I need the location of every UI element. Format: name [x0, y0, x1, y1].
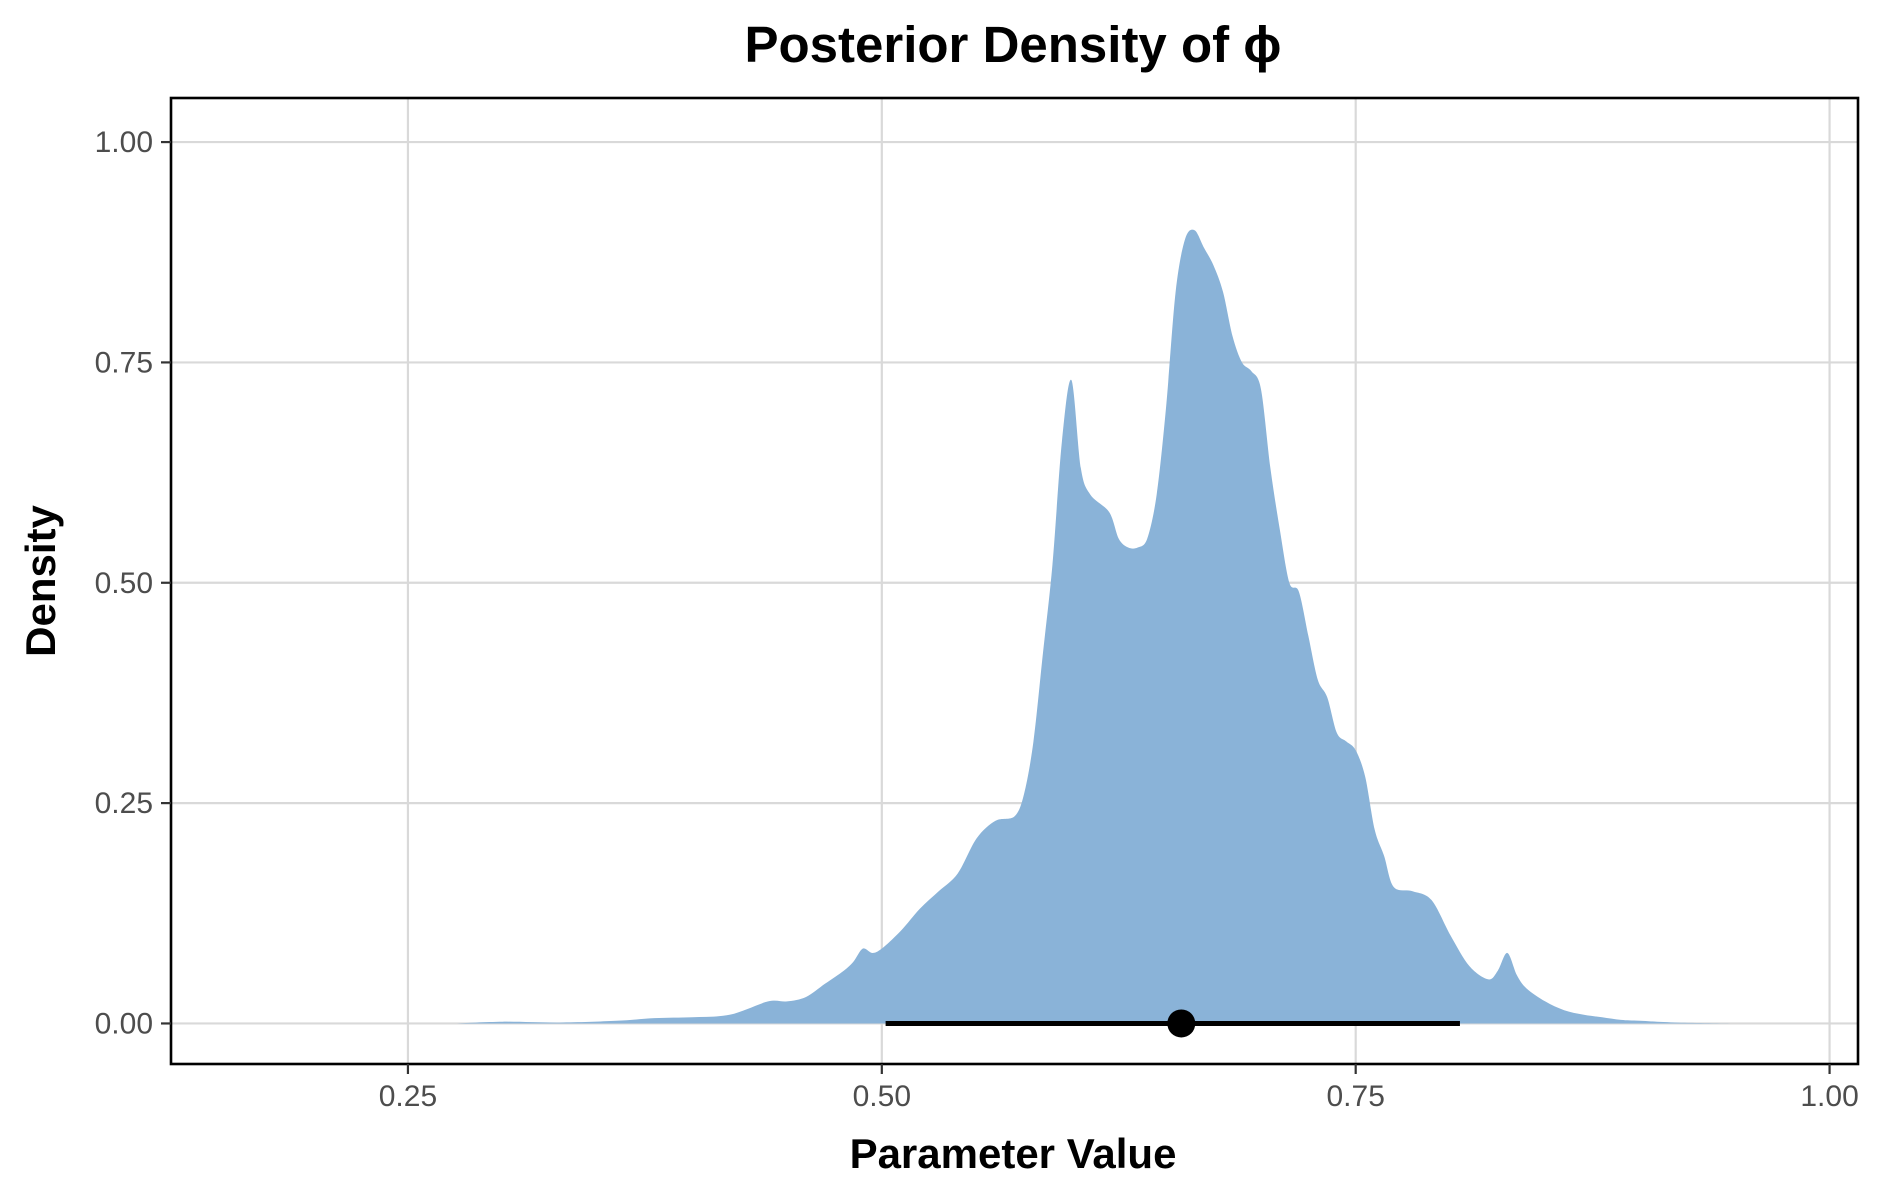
density-area-layer [455, 229, 1735, 1024]
panel-border [169, 96, 1860, 1066]
y-tick-label: 1.00 [95, 126, 153, 159]
density-area [455, 229, 1735, 1024]
point-estimate-dot [1167, 1009, 1196, 1038]
x-tick-label: 0.25 [379, 1080, 437, 1113]
x-tick-label: 0.75 [1326, 1080, 1384, 1113]
y-axis-title: Density [17, 505, 64, 657]
chart-title: Posterior Density of ϕ [745, 16, 1282, 73]
x-tick-label: 0.50 [853, 1080, 911, 1113]
y-tick-label: 0.50 [95, 567, 153, 600]
x-axis: 0.25 0.50 0.75 1.00 [379, 1064, 1859, 1113]
y-tick-label: 0.00 [95, 1007, 153, 1040]
interval-layer [885, 1009, 1460, 1038]
y-tick-label: 0.25 [95, 787, 153, 820]
x-axis-title: Parameter Value [850, 1130, 1177, 1177]
y-axis: 0.00 0.25 0.50 0.75 1.00 [95, 126, 171, 1040]
y-tick-label: 0.75 [95, 346, 153, 379]
gridlines [171, 98, 1858, 1064]
x-tick-label: 1.00 [1800, 1080, 1858, 1113]
